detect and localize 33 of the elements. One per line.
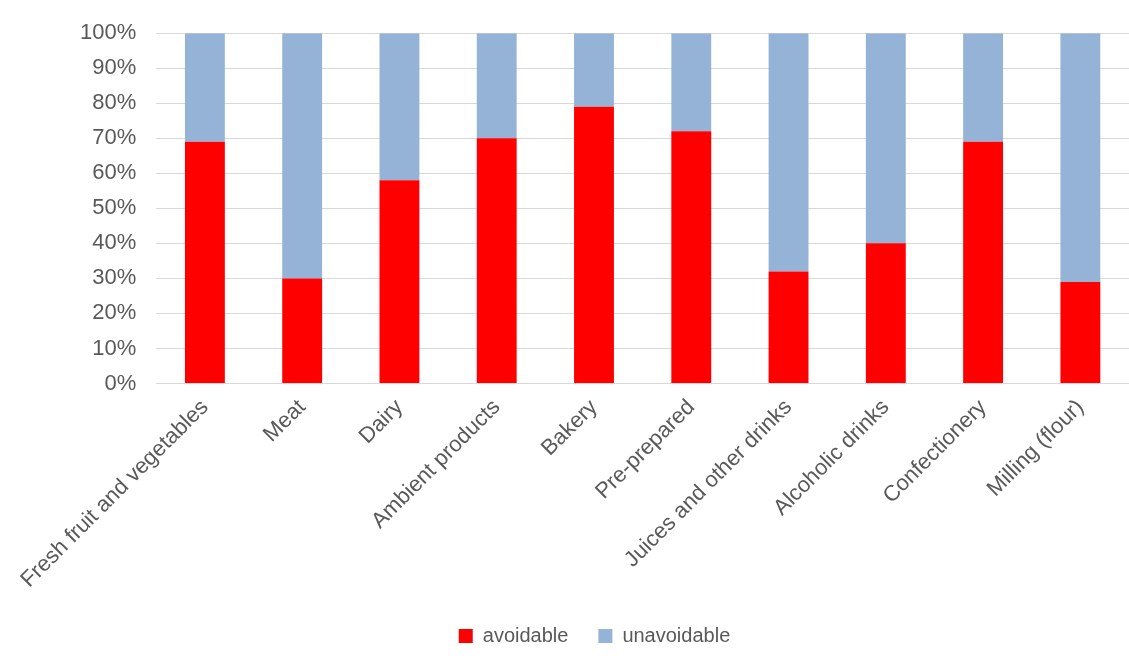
bar (574, 33, 614, 107)
bar (768, 33, 809, 272)
bar (1060, 33, 1101, 282)
bar (1060, 281, 1101, 383)
y-tick-label: 90% (92, 54, 137, 80)
legend-label: avoidable (482, 623, 569, 646)
y-tick-label: 70% (92, 124, 137, 150)
bar (963, 33, 1004, 142)
bar (282, 278, 323, 383)
y-tick-label: 20% (92, 299, 137, 325)
bar (476, 138, 517, 383)
bar (963, 141, 1004, 383)
y-tick-label: 10% (92, 334, 137, 360)
bar (282, 33, 323, 279)
bar (671, 131, 712, 383)
bar (671, 33, 712, 132)
bar (379, 33, 420, 181)
bar (476, 33, 517, 139)
y-tick-label: 50% (92, 194, 137, 220)
y-tick-label: 40% (92, 229, 137, 255)
bar (574, 106, 614, 383)
y-tick-label: 60% (92, 159, 137, 185)
y-tick-label: 0% (104, 369, 137, 395)
bar (184, 33, 225, 142)
bar (184, 141, 225, 383)
y-tick-label: 30% (92, 264, 137, 290)
y-tick-label: 100% (79, 19, 137, 45)
bar (865, 243, 906, 383)
y-tick-label: 80% (92, 89, 137, 115)
legend-label: unavoidable (622, 623, 731, 646)
bar (865, 33, 906, 244)
bar (379, 180, 420, 383)
bar (768, 271, 809, 383)
